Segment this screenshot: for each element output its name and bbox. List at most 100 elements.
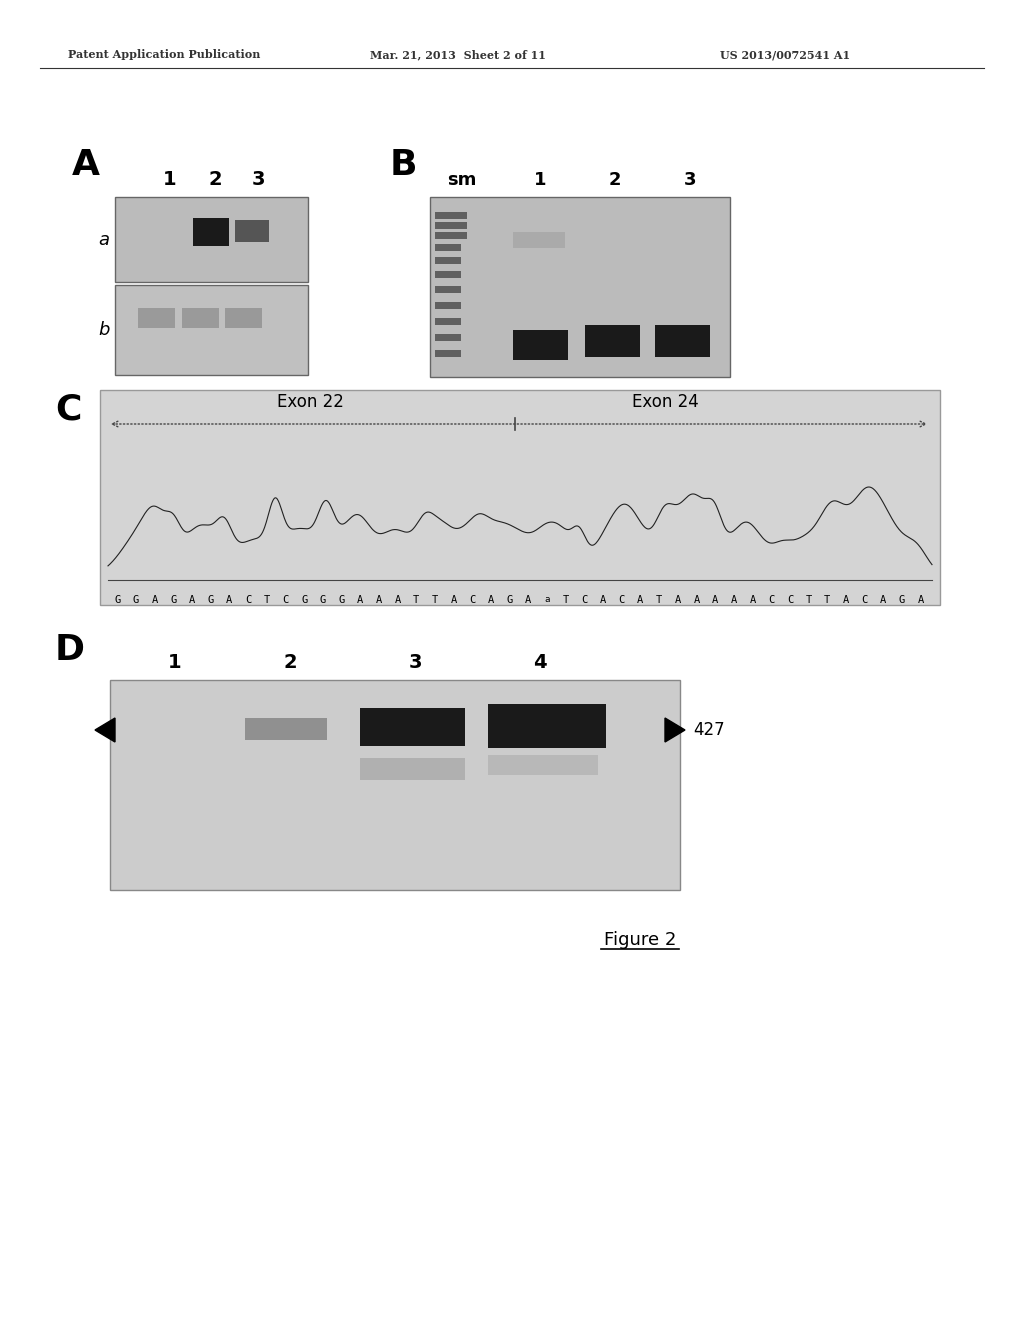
Text: T: T — [432, 595, 438, 605]
Bar — [182, 308, 219, 327]
Text: sm: sm — [447, 172, 477, 189]
Bar — [435, 334, 461, 341]
Bar — [513, 232, 565, 248]
Bar — [435, 302, 461, 309]
Text: A: A — [451, 595, 457, 605]
Text: G: G — [338, 595, 345, 605]
Text: A: A — [843, 595, 849, 605]
Text: C: C — [861, 595, 867, 605]
Text: US 2013/0072541 A1: US 2013/0072541 A1 — [720, 49, 850, 61]
Text: Exon 24: Exon 24 — [632, 393, 698, 411]
Text: A: A — [600, 595, 606, 605]
Text: A: A — [712, 595, 718, 605]
Text: A: A — [750, 595, 756, 605]
Text: G: G — [507, 595, 513, 605]
Text: G: G — [208, 595, 214, 605]
Bar — [138, 308, 175, 327]
Text: 1: 1 — [534, 172, 546, 189]
Text: 2: 2 — [208, 170, 222, 189]
Text: G: G — [133, 595, 139, 605]
Text: A: A — [152, 595, 158, 605]
Text: C: C — [55, 393, 81, 426]
Polygon shape — [95, 718, 115, 742]
Text: 2: 2 — [608, 172, 622, 189]
Text: B: B — [390, 148, 418, 182]
Text: a: a — [98, 231, 110, 249]
Text: A: A — [72, 148, 100, 182]
Bar — [488, 704, 606, 748]
Text: C: C — [283, 595, 289, 605]
Text: A: A — [675, 595, 681, 605]
Text: b: b — [98, 321, 110, 339]
Bar — [115, 285, 308, 375]
Text: C: C — [618, 595, 625, 605]
Bar — [435, 271, 461, 279]
Bar — [435, 318, 461, 325]
Bar — [488, 755, 598, 775]
Text: 1: 1 — [163, 170, 177, 189]
Text: A: A — [731, 595, 737, 605]
Text: A: A — [189, 595, 196, 605]
Polygon shape — [665, 718, 685, 742]
Text: T: T — [562, 595, 568, 605]
Bar — [245, 718, 327, 741]
Bar — [115, 197, 308, 282]
Text: A: A — [918, 595, 924, 605]
Bar — [435, 213, 467, 219]
Text: Figure 2: Figure 2 — [604, 931, 676, 949]
Text: T: T — [656, 595, 663, 605]
Text: a: a — [545, 595, 550, 605]
Text: G: G — [899, 595, 905, 605]
Text: 3: 3 — [684, 172, 696, 189]
Text: A: A — [881, 595, 887, 605]
Text: 427: 427 — [693, 721, 725, 739]
Text: Exon 22: Exon 22 — [276, 393, 343, 411]
Bar — [430, 197, 730, 378]
Text: D: D — [55, 634, 85, 667]
Text: 4: 4 — [534, 653, 547, 672]
Bar — [435, 350, 461, 356]
Bar — [435, 222, 467, 228]
Bar — [110, 680, 680, 890]
Text: A: A — [226, 595, 232, 605]
Text: Mar. 21, 2013  Sheet 2 of 11: Mar. 21, 2013 Sheet 2 of 11 — [370, 49, 546, 61]
Text: C: C — [768, 595, 774, 605]
Text: G: G — [170, 595, 176, 605]
Bar — [435, 286, 461, 293]
Text: A: A — [693, 595, 699, 605]
Text: C: C — [786, 595, 793, 605]
Bar — [435, 257, 461, 264]
Text: A: A — [394, 595, 400, 605]
Text: A: A — [637, 595, 643, 605]
Bar — [655, 325, 710, 356]
Bar — [360, 708, 465, 746]
Text: A: A — [376, 595, 382, 605]
Text: T: T — [806, 595, 812, 605]
Bar — [585, 325, 640, 356]
Text: C: C — [582, 595, 588, 605]
Text: T: T — [413, 595, 420, 605]
Bar — [360, 758, 465, 780]
Text: T: T — [824, 595, 830, 605]
Bar — [234, 220, 269, 242]
Text: 2: 2 — [284, 653, 297, 672]
Text: 1: 1 — [168, 653, 182, 672]
Bar — [435, 232, 467, 239]
Text: A: A — [525, 595, 531, 605]
Bar — [435, 244, 461, 251]
Text: 3: 3 — [409, 653, 422, 672]
Text: Patent Application Publication: Patent Application Publication — [68, 49, 260, 61]
Text: G: G — [301, 595, 307, 605]
Bar — [193, 218, 229, 246]
Text: 3: 3 — [251, 170, 265, 189]
Text: C: C — [245, 595, 251, 605]
Text: T: T — [263, 595, 270, 605]
Bar — [513, 330, 568, 360]
Text: G: G — [115, 595, 121, 605]
Text: C: C — [469, 595, 475, 605]
Text: G: G — [319, 595, 326, 605]
Bar — [225, 308, 262, 327]
Bar — [100, 389, 940, 605]
Text: A: A — [357, 595, 364, 605]
Text: A: A — [487, 595, 495, 605]
